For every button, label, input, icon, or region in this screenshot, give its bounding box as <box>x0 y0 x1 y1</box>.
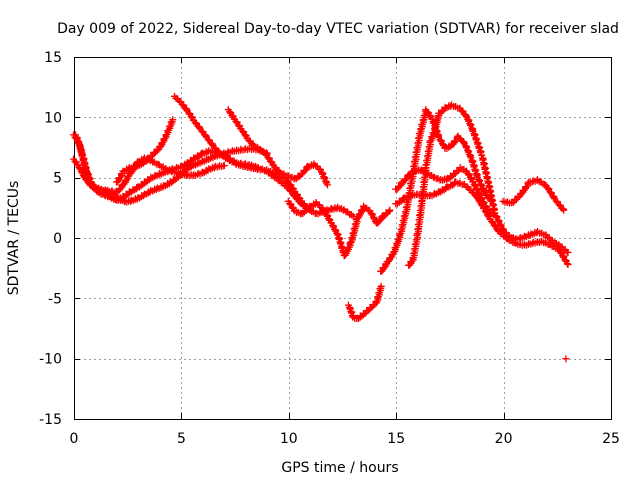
series-track-9 <box>377 106 495 275</box>
y-tick-label: -10 <box>39 352 62 368</box>
x-tick-label: 25 <box>602 431 620 447</box>
x-axis-label: GPS time / hours <box>281 460 398 476</box>
y-tick-label: -5 <box>48 291 62 307</box>
series-track-12 <box>392 178 572 268</box>
y-tick-label: 15 <box>44 50 62 66</box>
series-track-11 <box>405 101 572 269</box>
y-tick-label: 5 <box>53 171 62 187</box>
y-tick-labels: -15 -10 -5 0 5 10 15 <box>39 50 62 428</box>
series-track-7 <box>284 197 394 260</box>
series-track-6 <box>224 106 331 189</box>
x-tick-label: 0 <box>70 431 79 447</box>
y-tick-label: 0 <box>53 231 62 247</box>
x-tick-label: 20 <box>495 431 513 447</box>
chart-title: Day 009 of 2022, Sidereal Day-to-day VTE… <box>57 21 619 37</box>
y-axis-label: SDTVAR / TECUs <box>6 181 22 296</box>
data-points <box>70 92 572 363</box>
x-tick-label: 10 <box>280 431 298 447</box>
x-tick-label: 15 <box>387 431 405 447</box>
y-tick-label: -15 <box>39 412 62 428</box>
series-track-3 <box>70 144 271 206</box>
series-track-13 <box>499 176 568 214</box>
y-tick-label: 10 <box>44 110 62 126</box>
series-track-4 <box>113 116 177 186</box>
grid <box>74 57 611 419</box>
plot-frame <box>74 57 612 420</box>
series-track-10 <box>392 164 497 218</box>
x-tick-labels: 0 5 10 15 20 25 <box>70 431 620 447</box>
series-track-14 <box>562 355 570 363</box>
series-track-8 <box>344 282 385 322</box>
x-tick-label: 5 <box>177 431 186 447</box>
